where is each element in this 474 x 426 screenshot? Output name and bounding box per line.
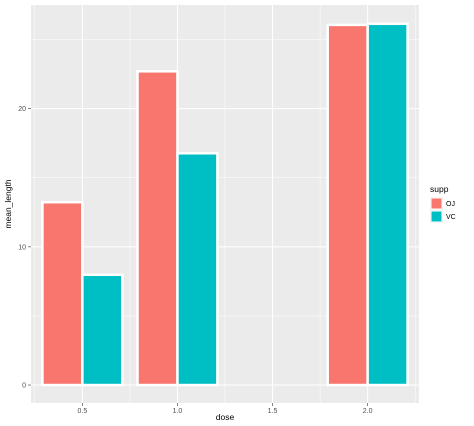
bar-oj-1: [136, 70, 179, 387]
y-tick-label: 20: [18, 106, 26, 113]
x-axis: 0.5 1.0 1.5 2.0: [77, 403, 373, 415]
bar-oj-0-5: [41, 200, 84, 387]
legend: supp OJ VC: [430, 184, 456, 223]
bar-vc-2: [366, 22, 409, 387]
bars: [41, 22, 409, 387]
bar-vc-1: [176, 152, 219, 387]
y-axis-title: mean_length: [3, 179, 13, 228]
y-axis: 0 10 20: [18, 106, 31, 390]
legend-title: supp: [430, 184, 449, 194]
x-tick-label: 0.5: [77, 408, 87, 415]
bar-vc-0-5: [81, 273, 124, 387]
legend-label-oj: OJ: [446, 201, 455, 208]
legend-key-vc: [430, 210, 443, 223]
legend-label-vc: VC: [446, 214, 456, 221]
y-tick-label: 10: [18, 244, 26, 251]
y-tick-label: 0: [22, 383, 26, 390]
x-tick-label: 1.5: [268, 408, 278, 415]
legend-keys: OJ VC: [430, 197, 456, 223]
legend-key-oj: [430, 197, 443, 210]
x-tick-label: 1.0: [173, 408, 183, 415]
x-tick-label: 2.0: [363, 408, 373, 415]
bar-oj-2: [326, 23, 369, 387]
x-axis-title: dose: [216, 412, 235, 422]
